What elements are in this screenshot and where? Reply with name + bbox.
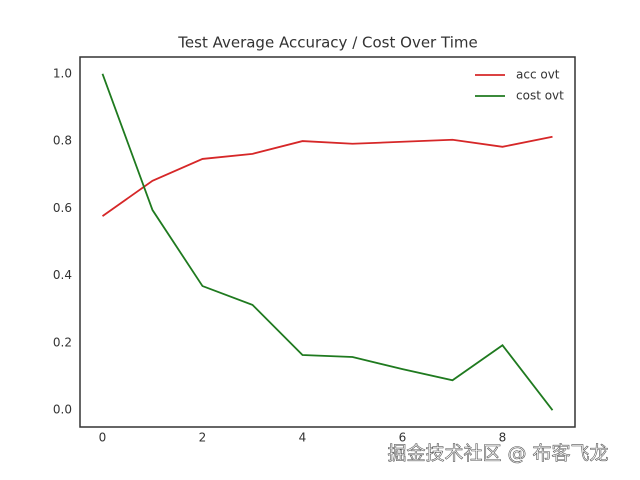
data-line	[101, 135, 553, 217]
legend-label: cost ovt	[516, 89, 564, 103]
y-tick-label: 0.8	[53, 134, 72, 148]
x-tick-label: 2	[199, 431, 207, 445]
y-tick-label: 0.6	[53, 201, 72, 215]
x-tick-label: 4	[299, 431, 307, 445]
data-line	[101, 73, 554, 411]
x-tick-label: 0	[99, 431, 107, 445]
y-tick-label: 0.0	[53, 403, 72, 417]
y-tick-label: 1.0	[53, 66, 72, 80]
legend-label: acc ovt	[516, 68, 560, 82]
watermark: 掘金技术社区 @ 布客飞龙	[387, 443, 608, 465]
x-tick-label: 6	[399, 431, 407, 445]
chart-title: Test Average Accuracy / Cost Over Time	[177, 34, 477, 52]
x-tick-label: 8	[499, 431, 507, 445]
y-tick-label: 0.4	[53, 268, 72, 282]
plot-frame	[79, 56, 576, 428]
y-tick-label: 0.2	[53, 335, 72, 349]
